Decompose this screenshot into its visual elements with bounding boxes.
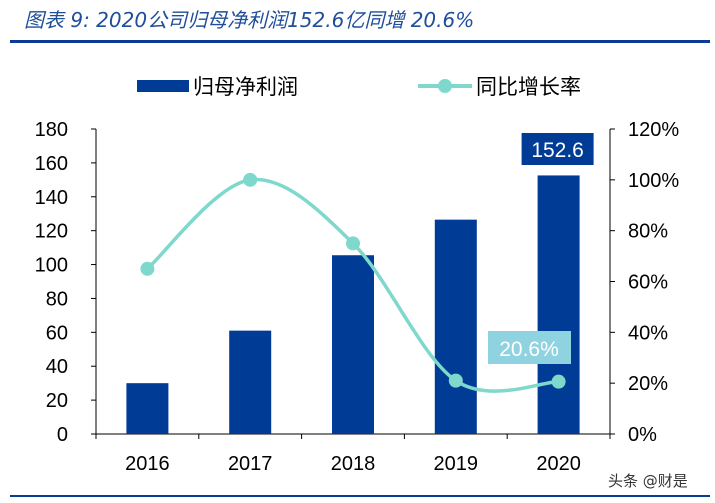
right-tick-label: 80% [628, 221, 668, 243]
left-tick-label: 80 [46, 288, 68, 310]
x-tick-label: 2016 [125, 453, 170, 475]
left-tick-label: 60 [46, 322, 68, 344]
bar-2020 [537, 175, 580, 434]
growth-point-2020 [551, 374, 566, 389]
growth-value-label: 20.6% [499, 338, 559, 361]
legend-bar-swatch [137, 80, 189, 92]
right-tick-label: 120% [628, 119, 679, 141]
growth-value-label-box [488, 331, 571, 364]
left-tick-label: 0 [57, 424, 68, 446]
bar-2016 [126, 383, 169, 434]
left-tick-label: 160 [35, 153, 68, 175]
growth-point-2016 [140, 261, 155, 276]
left-tick-label: 180 [35, 119, 68, 141]
bar-2017 [229, 330, 272, 434]
left-tick-label: 140 [35, 187, 68, 209]
growth-point-2019 [448, 373, 463, 388]
bar-value-label-box [521, 133, 594, 165]
left-tick-label: 20 [46, 390, 68, 412]
watermark: 头条 @财是 [608, 472, 688, 490]
growth-point-2018 [346, 236, 360, 251]
left-tick-label: 100 [35, 255, 68, 277]
right-tick-label: 60% [628, 272, 668, 294]
left-tick-label: 120 [35, 221, 68, 243]
right-tick-label: 20% [628, 373, 668, 395]
right-tick-label: 100% [628, 170, 679, 192]
legend-bar-label: 归母净利润 [193, 76, 298, 99]
left-tick-label: 40 [46, 356, 68, 378]
x-tick-label: 2018 [331, 453, 376, 475]
figure-title: 图表 9: 2020公司归母净利润152.6亿同增 20.6% [24, 8, 475, 32]
right-tick-label: 40% [628, 322, 668, 344]
x-tick-label: 2017 [228, 453, 273, 475]
right-tick-label: 0% [628, 424, 657, 446]
legend-line-marker [438, 79, 452, 93]
title-divider [10, 40, 710, 43]
x-tick-label: 2019 [434, 453, 479, 475]
bar-2019 [434, 219, 477, 434]
bar-2018 [332, 255, 374, 434]
growth-point-2017 [243, 172, 258, 187]
bar-value-label: 152.6 [531, 139, 584, 162]
legend-line-label: 同比增长率 [476, 76, 581, 99]
footer-divider [10, 495, 710, 497]
x-tick-label: 2020 [536, 453, 581, 475]
